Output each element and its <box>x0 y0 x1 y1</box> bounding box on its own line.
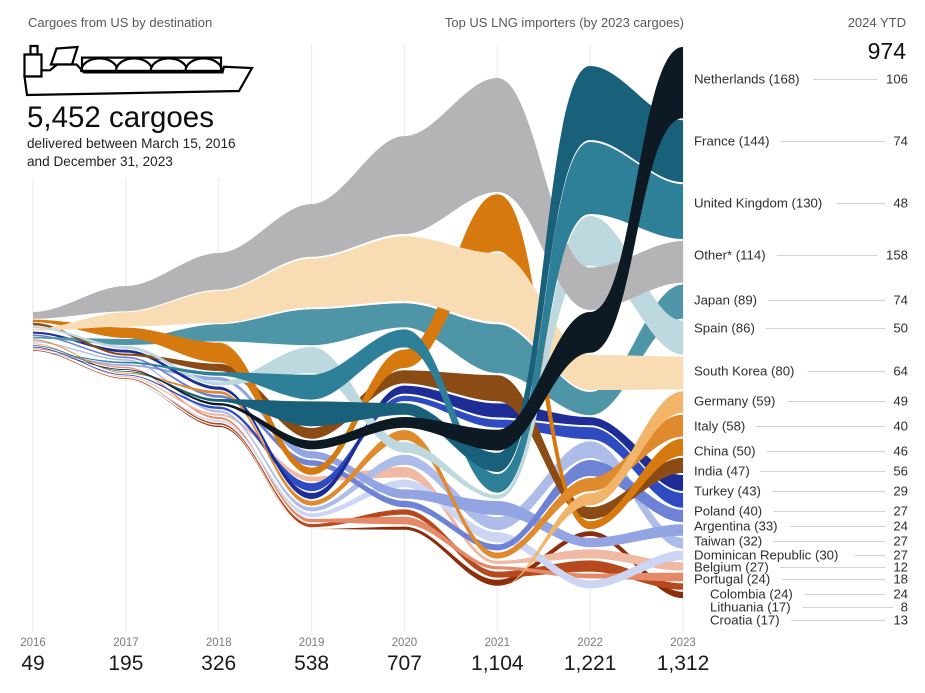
svg-text:2024 YTD: 2024 YTD <box>848 15 906 30</box>
svg-text:18: 18 <box>893 572 908 587</box>
svg-text:2022: 2022 <box>577 637 603 649</box>
svg-text:Belgium (27): Belgium (27) <box>694 560 769 575</box>
svg-text:538: 538 <box>294 652 329 675</box>
svg-text:Spain (86): Spain (86) <box>694 321 755 336</box>
svg-text:2017: 2017 <box>113 637 139 649</box>
svg-text:64: 64 <box>893 364 908 379</box>
svg-text:24: 24 <box>893 587 908 602</box>
svg-text:South Korea (80): South Korea (80) <box>694 364 794 379</box>
svg-text:5,452 cargoes: 5,452 cargoes <box>27 101 214 134</box>
svg-text:1,312: 1,312 <box>657 652 710 675</box>
svg-text:Turkey (43): Turkey (43) <box>694 484 761 499</box>
svg-text:326: 326 <box>201 652 236 675</box>
svg-text:74: 74 <box>893 293 908 308</box>
svg-text:27: 27 <box>893 548 908 563</box>
svg-text:27: 27 <box>893 534 908 549</box>
svg-text:1,104: 1,104 <box>471 652 524 675</box>
svg-text:27: 27 <box>893 504 908 519</box>
svg-text:2020: 2020 <box>392 637 418 649</box>
svg-text:195: 195 <box>108 652 143 675</box>
svg-text:106: 106 <box>886 72 908 87</box>
svg-text:2018: 2018 <box>206 637 232 649</box>
svg-text:Argentina (33): Argentina (33) <box>694 519 778 534</box>
svg-text:74: 74 <box>893 134 908 149</box>
svg-text:29: 29 <box>893 484 908 499</box>
svg-text:China (50): China (50) <box>694 444 756 459</box>
svg-text:707: 707 <box>387 652 422 675</box>
svg-text:Netherlands (168): Netherlands (168) <box>694 72 800 87</box>
svg-text:Taiwan (32): Taiwan (32) <box>694 534 762 549</box>
svg-text:Top US LNG importers (by 2023: Top US LNG importers (by 2023 cargoes) <box>445 15 684 30</box>
svg-text:2023: 2023 <box>670 637 696 649</box>
svg-text:158: 158 <box>886 248 908 263</box>
svg-text:2019: 2019 <box>299 637 325 649</box>
svg-text:12: 12 <box>893 560 908 575</box>
svg-text:Germany (59): Germany (59) <box>694 394 775 409</box>
svg-text:Poland (40): Poland (40) <box>694 504 762 519</box>
svg-text:Colombia (24): Colombia (24) <box>710 587 793 602</box>
svg-text:24: 24 <box>893 519 908 534</box>
svg-text:Japan (89): Japan (89) <box>694 293 757 308</box>
svg-text:Dominican Republic (30): Dominican Republic (30) <box>694 548 838 563</box>
svg-text:8: 8 <box>901 600 908 615</box>
svg-text:40: 40 <box>893 419 908 434</box>
svg-text:France (144): France (144) <box>694 134 770 149</box>
svg-text:48: 48 <box>893 196 908 211</box>
svg-text:Lithuania (17): Lithuania (17) <box>710 600 791 615</box>
svg-text:2016: 2016 <box>20 637 46 649</box>
svg-text:delivered between March 15, 20: delivered between March 15, 2016 <box>27 136 236 151</box>
svg-text:Cargoes from US by destination: Cargoes from US by destination <box>28 15 212 30</box>
svg-text:50: 50 <box>893 321 908 336</box>
svg-text:49: 49 <box>893 394 908 409</box>
svg-text:Italy (58): Italy (58) <box>694 419 745 434</box>
svg-text:India (47): India (47) <box>694 464 750 479</box>
svg-text:49: 49 <box>21 652 44 675</box>
svg-text:Other* (114): Other* (114) <box>694 248 766 263</box>
svg-text:2021: 2021 <box>485 637 511 649</box>
svg-text:974: 974 <box>868 38 907 64</box>
svg-text:46: 46 <box>893 444 908 459</box>
svg-text:and December 31, 2023: and December 31, 2023 <box>27 154 173 169</box>
svg-text:United Kingdom (130): United Kingdom (130) <box>694 196 822 211</box>
svg-text:Portugal (24): Portugal (24) <box>694 572 770 587</box>
svg-text:13: 13 <box>893 613 908 628</box>
svg-text:1,221: 1,221 <box>564 652 617 675</box>
svg-text:56: 56 <box>893 464 908 479</box>
svg-text:Croatia (17): Croatia (17) <box>710 613 780 628</box>
